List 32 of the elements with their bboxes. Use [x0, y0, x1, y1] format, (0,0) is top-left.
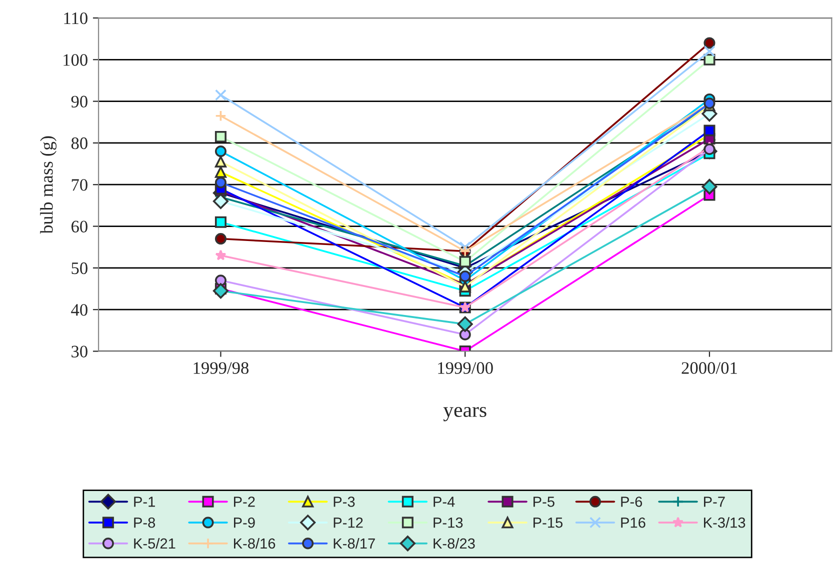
y-axis-title: bulb mass (g): [40, 136, 57, 234]
legend-label: P-1: [134, 496, 155, 507]
legend-label: P-5: [534, 496, 554, 507]
legend-label: K-5/21: [134, 538, 176, 549]
legend-label: P-4: [434, 496, 455, 507]
legend-label: P-6: [621, 496, 642, 507]
legend-label: P-9: [234, 517, 255, 528]
legend-label: P-2: [234, 496, 255, 507]
x-tick-label: 1999/98: [194, 362, 249, 374]
y-tick-label: 30: [72, 346, 88, 358]
legend-label: K-8/17: [334, 538, 375, 549]
y-tick-label: 60: [72, 220, 88, 232]
legend-label: P-13: [434, 517, 463, 528]
legend-label: P-3: [334, 496, 355, 507]
y-tick-label: 80: [71, 137, 88, 150]
y-tick-label: 70: [72, 179, 88, 191]
legend-label: P-15: [534, 518, 563, 528]
x-tick-label: 1999/00: [438, 362, 493, 374]
y-tick-label: 110: [64, 12, 88, 24]
legend-label: K-8/23: [434, 538, 475, 549]
y-tick-label: 50: [72, 262, 88, 274]
legend-label: K-8/16: [234, 538, 276, 549]
legend-label: K-3/13: [704, 517, 746, 528]
legend-label: P-12: [334, 517, 363, 528]
x-tick-label: 2000/01: [682, 362, 737, 374]
legend-label: P-7: [704, 496, 725, 507]
x-axis-title: years: [443, 406, 486, 422]
y-tick-label: 100: [64, 54, 88, 66]
legend-label: P-8: [134, 517, 156, 528]
legend-label: P16: [621, 517, 646, 528]
y-tick-label: 90: [71, 96, 88, 108]
y-tick-label: 40: [71, 304, 88, 316]
